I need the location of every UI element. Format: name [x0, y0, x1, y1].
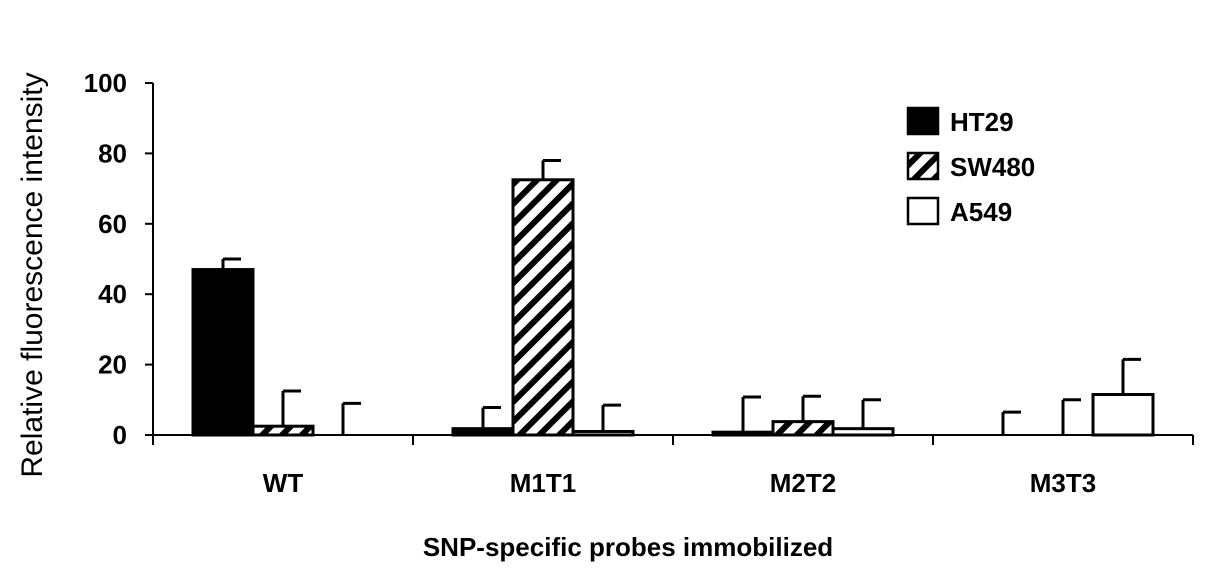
- bar-sw480-m2t2: [771, 420, 835, 437]
- y-tick-label: 60: [98, 209, 127, 239]
- y-tick-label: 40: [98, 279, 127, 309]
- category-label: M2T2: [770, 468, 836, 498]
- y-axis-title: Relative fluorescence intensity: [16, 72, 49, 477]
- bar-a549-m1t1: [571, 429, 635, 437]
- labels: 0 20 40 60 80 100 WT M1T1 M2T2 M3T3: [84, 68, 1097, 498]
- legend-swatch-ht29: [906, 106, 940, 136]
- y-tick-label: 100: [84, 68, 127, 98]
- bar-a549-m3t3: [1091, 393, 1155, 437]
- bar-ht29-m2t2: [711, 430, 775, 437]
- legend-swatch-a549: [906, 196, 940, 226]
- y-tick-label: 0: [113, 420, 127, 450]
- axes: [145, 82, 1194, 445]
- y-tick-label: 20: [98, 350, 127, 380]
- legend-swatch-sw480: [906, 151, 940, 181]
- bar-a549-m2t2: [831, 427, 895, 437]
- legend-label: HT29: [950, 107, 1014, 137]
- category-label: WT: [263, 468, 304, 498]
- legend-label: A549: [950, 197, 1012, 227]
- y-tick-label: 80: [98, 138, 127, 168]
- bar-ht29-wt: [191, 268, 255, 437]
- legend-label: SW480: [950, 152, 1035, 182]
- bar-sw480-wt: [251, 424, 315, 437]
- category-label: M3T3: [1030, 468, 1096, 498]
- legend: HT29 SW480 A549: [906, 106, 1035, 227]
- bar-sw480-m1t1: [511, 178, 575, 437]
- category-label: M1T1: [510, 468, 576, 498]
- error-bars: [221, 158, 1141, 435]
- bar-ht29-m1t1: [451, 427, 515, 437]
- x-axis-title: SNP-specific probes immobilized: [423, 532, 833, 562]
